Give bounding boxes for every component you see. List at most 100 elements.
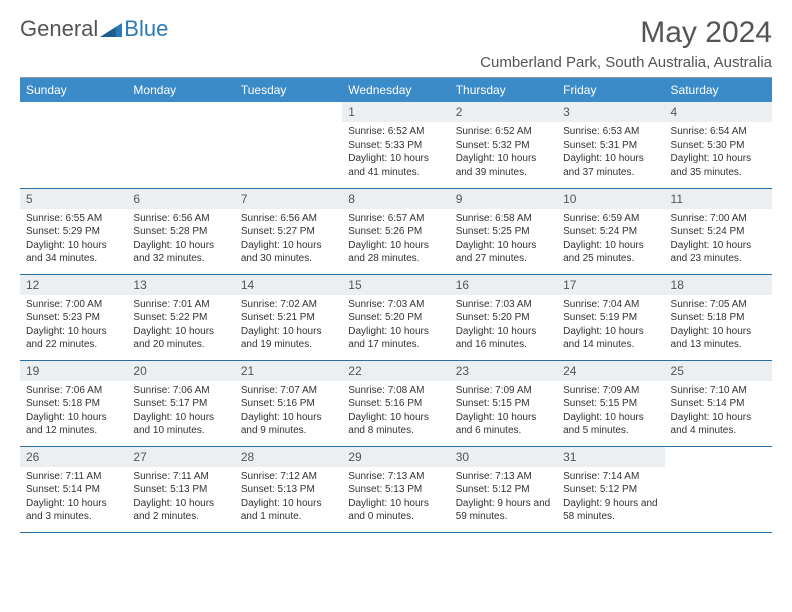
calendar-row: 1Sunrise: 6:52 AMSunset: 5:33 PMDaylight… bbox=[20, 102, 772, 188]
sunrise-line: Sunrise: 6:54 AM bbox=[671, 125, 766, 139]
sunset-line: Sunset: 5:18 PM bbox=[26, 397, 121, 411]
calendar-row: 26Sunrise: 7:11 AMSunset: 5:14 PMDayligh… bbox=[20, 446, 772, 532]
sunrise-line: Sunrise: 7:14 AM bbox=[563, 470, 658, 484]
sunrise-line: Sunrise: 7:12 AM bbox=[241, 470, 336, 484]
sunset-line: Sunset: 5:25 PM bbox=[456, 225, 551, 239]
day-number: 4 bbox=[665, 102, 772, 122]
day-number: 26 bbox=[20, 447, 127, 467]
location-text: Cumberland Park, South Australia, Austra… bbox=[480, 54, 772, 71]
calendar-cell bbox=[20, 102, 127, 188]
day-content: Sunrise: 7:04 AMSunset: 5:19 PMDaylight:… bbox=[557, 295, 664, 356]
day-content: Sunrise: 7:14 AMSunset: 5:12 PMDaylight:… bbox=[557, 467, 664, 528]
sunset-line: Sunset: 5:13 PM bbox=[348, 483, 443, 497]
brand-logo: General Blue bbox=[20, 16, 168, 42]
sunset-line: Sunset: 5:27 PM bbox=[241, 225, 336, 239]
day-number: 10 bbox=[557, 189, 664, 209]
calendar-cell bbox=[235, 102, 342, 188]
sunset-line: Sunset: 5:13 PM bbox=[133, 483, 228, 497]
sunset-line: Sunset: 5:15 PM bbox=[563, 397, 658, 411]
sunset-line: Sunset: 5:18 PM bbox=[671, 311, 766, 325]
sunset-line: Sunset: 5:17 PM bbox=[133, 397, 228, 411]
day-content: Sunrise: 7:01 AMSunset: 5:22 PMDaylight:… bbox=[127, 295, 234, 356]
calendar-cell: 16Sunrise: 7:03 AMSunset: 5:20 PMDayligh… bbox=[450, 274, 557, 360]
sunset-line: Sunset: 5:26 PM bbox=[348, 225, 443, 239]
sunrise-line: Sunrise: 6:57 AM bbox=[348, 212, 443, 226]
day-number: 1 bbox=[342, 102, 449, 122]
calendar-cell: 26Sunrise: 7:11 AMSunset: 5:14 PMDayligh… bbox=[20, 446, 127, 532]
day-content: Sunrise: 6:53 AMSunset: 5:31 PMDaylight:… bbox=[557, 122, 664, 183]
daylight-line: Daylight: 10 hours and 2 minutes. bbox=[133, 497, 228, 524]
calendar-cell: 11 Sunrise: 7:00 AMSunset: 5:24 PMDayligh… bbox=[665, 188, 772, 274]
sunrise-line: Sunrise: 7:03 AM bbox=[348, 298, 443, 312]
calendar-cell: 17Sunrise: 7:04 AMSunset: 5:19 PMDayligh… bbox=[557, 274, 664, 360]
sunset-line: Sunset: 5:23 PM bbox=[26, 311, 121, 325]
day-content: Sunrise: 7:11 AMSunset: 5:13 PMDaylight:… bbox=[127, 467, 234, 528]
brand-text-2: Blue bbox=[124, 16, 168, 41]
sunrise-line: Sunrise: 7:00 AM bbox=[26, 298, 121, 312]
sunrise-line: Sunrise: 7:11 AM bbox=[133, 470, 228, 484]
sunrise-line: Sunrise: 7:06 AM bbox=[26, 384, 121, 398]
sunrise-line: Sunrise: 7:02 AM bbox=[241, 298, 336, 312]
sunrise-line: Sunrise: 6:52 AM bbox=[348, 125, 443, 139]
calendar-cell: 28Sunrise: 7:12 AMSunset: 5:13 PMDayligh… bbox=[235, 446, 342, 532]
day-number: 7 bbox=[235, 189, 342, 209]
day-number: 3 bbox=[557, 102, 664, 122]
day-number: 19 bbox=[20, 361, 127, 381]
daylight-line: Daylight: 10 hours and 20 minutes. bbox=[133, 325, 228, 352]
day-number: 25 bbox=[665, 361, 772, 381]
daylight-line: Daylight: 10 hours and 1 minute. bbox=[241, 497, 336, 524]
sunset-line: Sunset: 5:21 PM bbox=[241, 311, 336, 325]
day-content: Sunrise: 6:59 AMSunset: 5:24 PMDaylight:… bbox=[557, 209, 664, 270]
sunset-line: Sunset: 5:24 PM bbox=[671, 225, 766, 239]
sunset-line: Sunset: 5:12 PM bbox=[456, 483, 551, 497]
daylight-line: Daylight: 10 hours and 22 minutes. bbox=[26, 325, 121, 352]
calendar-cell: 15Sunrise: 7:03 AMSunset: 5:20 PMDayligh… bbox=[342, 274, 449, 360]
sunset-line: Sunset: 5:13 PM bbox=[241, 483, 336, 497]
calendar-row: 5Sunrise: 6:55 AMSunset: 5:29 PMDaylight… bbox=[20, 188, 772, 274]
day-content: Sunrise: 6:52 AMSunset: 5:32 PMDaylight:… bbox=[450, 122, 557, 183]
calendar-cell: 7Sunrise: 6:56 AMSunset: 5:27 PMDaylight… bbox=[235, 188, 342, 274]
daylight-line: Daylight: 10 hours and 13 minutes. bbox=[671, 325, 766, 352]
sunset-line: Sunset: 5:16 PM bbox=[241, 397, 336, 411]
calendar-cell: 21Sunrise: 7:07 AMSunset: 5:16 PMDayligh… bbox=[235, 360, 342, 446]
day-number: 2 bbox=[450, 102, 557, 122]
day-number: 15 bbox=[342, 275, 449, 295]
calendar-cell: 23Sunrise: 7:09 AMSunset: 5:15 PMDayligh… bbox=[450, 360, 557, 446]
daylight-line: Daylight: 10 hours and 37 minutes. bbox=[563, 152, 658, 179]
calendar-cell: 4Sunrise: 6:54 AMSunset: 5:30 PMDaylight… bbox=[665, 102, 772, 188]
day-content: Sunrise: 7:13 AMSunset: 5:13 PMDaylight:… bbox=[342, 467, 449, 528]
calendar-cell: 27Sunrise: 7:11 AMSunset: 5:13 PMDayligh… bbox=[127, 446, 234, 532]
header: General Blue May 2024 Cumberland Park, S… bbox=[20, 16, 772, 71]
calendar-cell: 9Sunrise: 6:58 AMSunset: 5:25 PMDaylight… bbox=[450, 188, 557, 274]
day-content: Sunrise: 6:57 AMSunset: 5:26 PMDaylight:… bbox=[342, 209, 449, 270]
calendar-cell: 6Sunrise: 6:56 AMSunset: 5:28 PMDaylight… bbox=[127, 188, 234, 274]
sunrise-line: Sunrise: 7:01 AM bbox=[133, 298, 228, 312]
day-number: 6 bbox=[127, 189, 234, 209]
calendar-cell: 25Sunrise: 7:10 AMSunset: 5:14 PMDayligh… bbox=[665, 360, 772, 446]
daylight-line: Daylight: 10 hours and 8 minutes. bbox=[348, 411, 443, 438]
daylight-line: Daylight: 10 hours and 19 minutes. bbox=[241, 325, 336, 352]
day-number: 21 bbox=[235, 361, 342, 381]
day-content: Sunrise: 7:02 AMSunset: 5:21 PMDaylight:… bbox=[235, 295, 342, 356]
sunrise-line: Sunrise: 6:53 AM bbox=[563, 125, 658, 139]
day-content: Sunrise: 7:13 AMSunset: 5:12 PMDaylight:… bbox=[450, 467, 557, 528]
sunrise-line: Sunrise: 6:58 AM bbox=[456, 212, 551, 226]
day-header: Friday bbox=[557, 78, 664, 102]
daylight-line: Daylight: 10 hours and 23 minutes. bbox=[671, 239, 766, 266]
title-block: May 2024 Cumberland Park, South Australi… bbox=[480, 16, 772, 71]
sunrise-line: Sunrise: 7:00 AM bbox=[671, 212, 766, 226]
day-number: 16 bbox=[450, 275, 557, 295]
day-content: Sunrise: 7:06 AMSunset: 5:17 PMDaylight:… bbox=[127, 381, 234, 442]
sunrise-line: Sunrise: 6:52 AM bbox=[456, 125, 551, 139]
sunset-line: Sunset: 5:15 PM bbox=[456, 397, 551, 411]
day-header: Sunday bbox=[20, 78, 127, 102]
calendar-cell: 12Sunrise: 7:00 AMSunset: 5:23 PMDayligh… bbox=[20, 274, 127, 360]
daylight-line: Daylight: 10 hours and 32 minutes. bbox=[133, 239, 228, 266]
day-number: 20 bbox=[127, 361, 234, 381]
sunrise-line: Sunrise: 7:08 AM bbox=[348, 384, 443, 398]
day-header: Wednesday bbox=[342, 78, 449, 102]
day-content: Sunrise: 7:03 AMSunset: 5:20 PMDaylight:… bbox=[342, 295, 449, 356]
sunset-line: Sunset: 5:14 PM bbox=[671, 397, 766, 411]
day-number: 11 bbox=[665, 189, 772, 209]
day-content: Sunrise: 6:52 AMSunset: 5:33 PMDaylight:… bbox=[342, 122, 449, 183]
